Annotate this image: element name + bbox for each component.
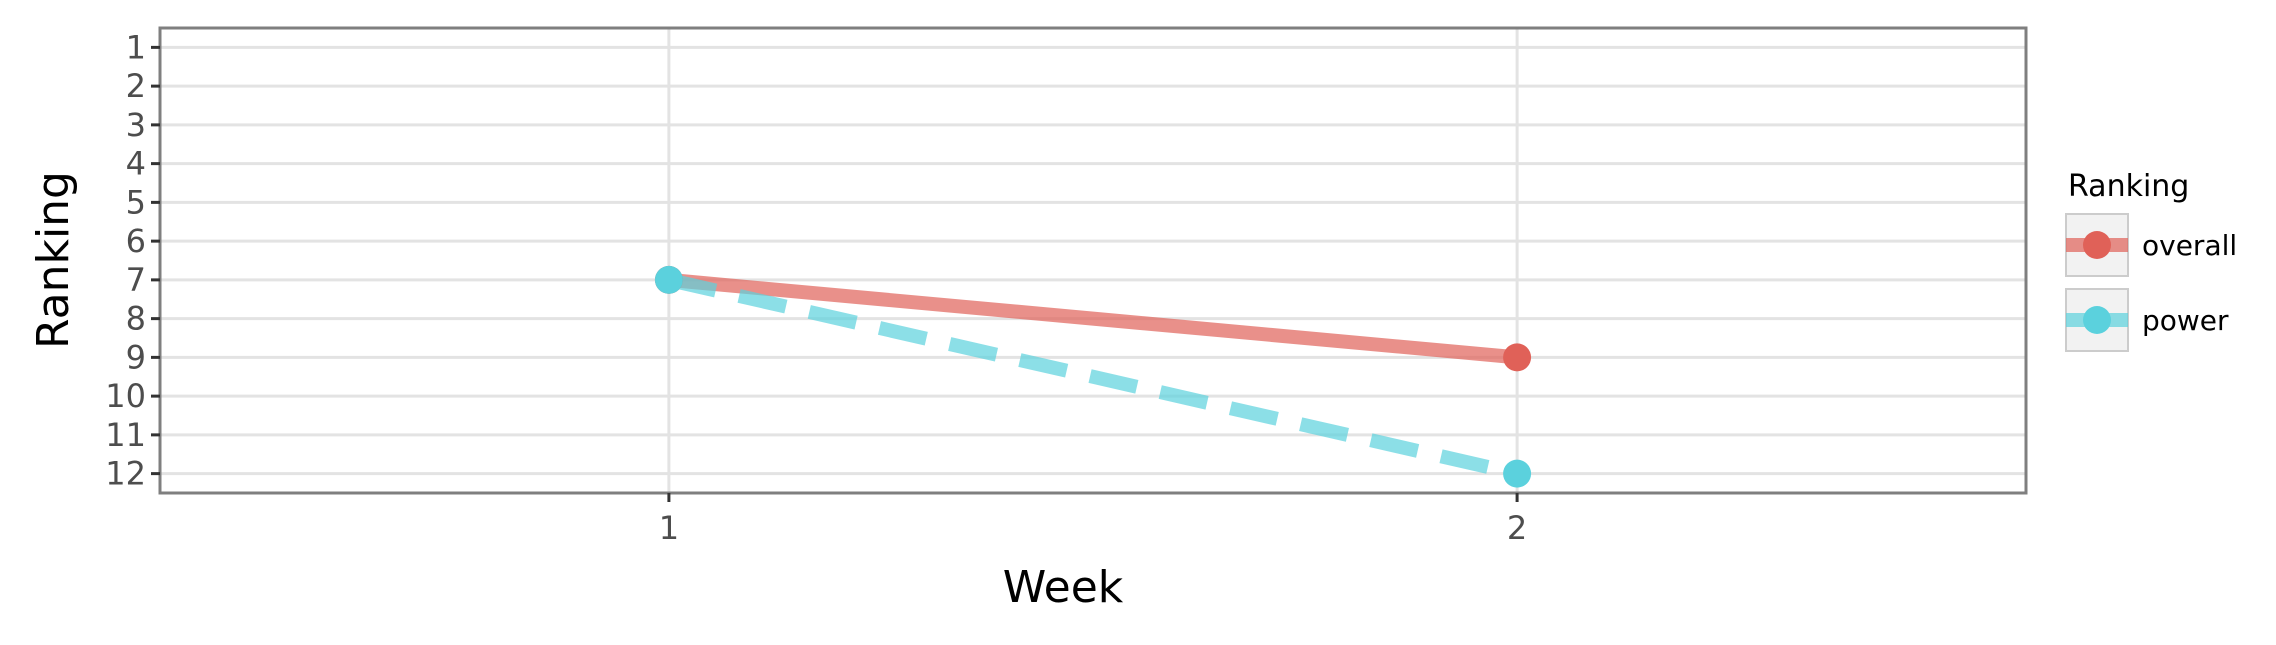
legend-point-power [2083, 306, 2111, 334]
y-tick-label: 7 [126, 261, 146, 299]
series-point-power [654, 265, 683, 294]
legend: Ranking overall power [2065, 169, 2237, 352]
y-tick-label: 5 [126, 183, 146, 221]
y-tick-label: 10 [105, 377, 146, 415]
y-tick-label: 3 [126, 106, 146, 144]
legend-title: Ranking [2068, 169, 2189, 204]
x-tick-label: 1 [659, 509, 679, 547]
series-line-power [667, 273, 1519, 481]
plot-frame [158, 26, 2028, 495]
series-point-overall [1503, 343, 1532, 372]
legend-label-overall: overall [2142, 229, 2237, 262]
series [654, 265, 1532, 488]
x-axis-title: Week [1003, 562, 1124, 613]
legend-point-overall [2083, 231, 2111, 259]
series-line-overall [668, 272, 1518, 365]
y-axis-title: Ranking [28, 171, 79, 349]
y-tick-label: 8 [126, 300, 146, 338]
y-tick-label: 6 [126, 222, 146, 260]
y-tick-label: 12 [105, 455, 146, 493]
x-tick-label: 2 [1507, 509, 1527, 547]
y-tick-label: 9 [126, 338, 146, 376]
legend-label-power: power [2142, 304, 2229, 337]
y-tick-label: 1 [126, 28, 146, 66]
y-tick-label: 4 [126, 145, 146, 183]
y-tick-label: 2 [126, 67, 146, 105]
series-point-power [1503, 459, 1532, 488]
y-tick-label: 11 [105, 416, 146, 454]
grid [160, 28, 2026, 493]
